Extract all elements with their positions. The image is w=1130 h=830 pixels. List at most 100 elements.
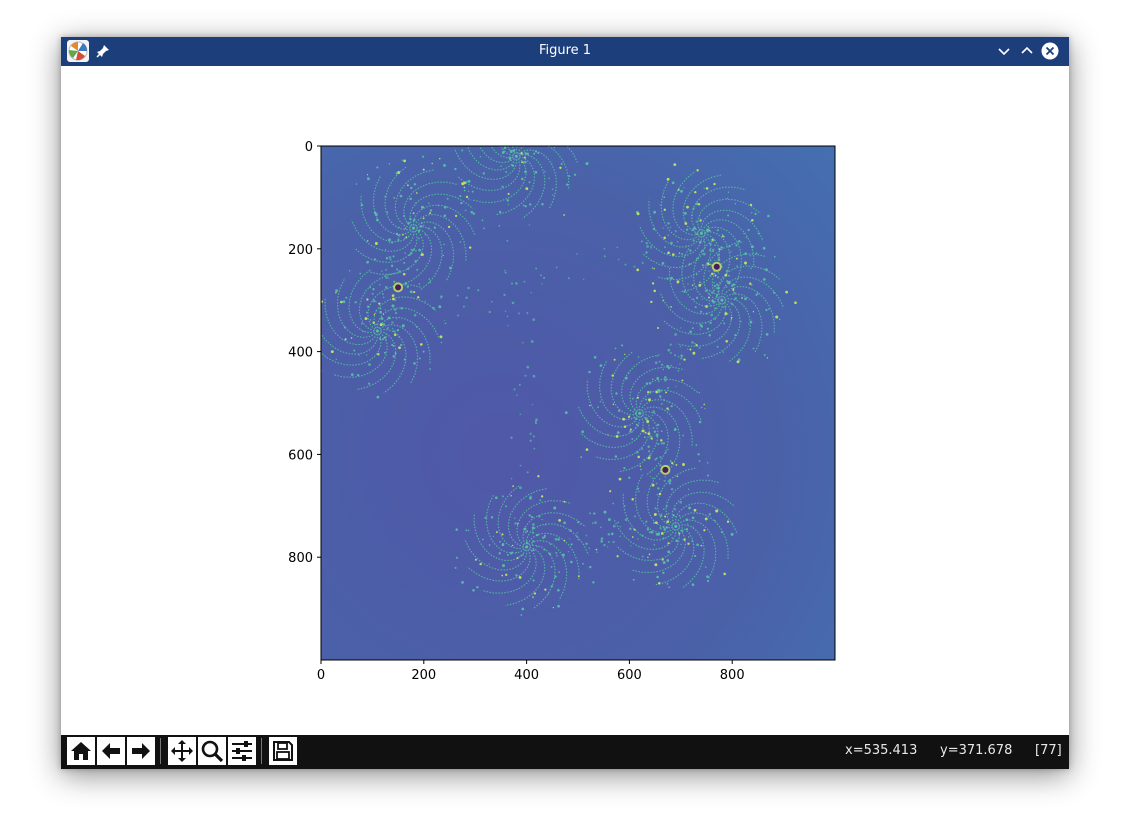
fractal-filament-dot bbox=[541, 283, 543, 285]
fractal-filament-dot bbox=[381, 293, 384, 295]
fractal-filament-dot bbox=[373, 300, 376, 303]
fractal-filament-dot bbox=[534, 420, 537, 422]
fractal-filament-dot bbox=[555, 266, 558, 269]
fractal-filament-dot bbox=[537, 514, 541, 518]
fractal-filament-dot bbox=[674, 230, 677, 233]
fractal-filament-dot bbox=[660, 402, 663, 405]
fractal-filament-dot bbox=[413, 218, 416, 222]
fractal-filament-dot bbox=[667, 386, 670, 390]
fractal-filament-dot bbox=[514, 522, 517, 525]
fractal-filament-dot bbox=[396, 318, 398, 320]
fractal-filament-dot bbox=[382, 296, 385, 299]
fractal-filament-dot bbox=[432, 306, 435, 310]
fractal-filament-dot bbox=[650, 247, 653, 249]
fractal-filament-dot bbox=[674, 333, 677, 336]
fractal-filament-dot bbox=[569, 529, 572, 532]
fractal-filament-dot bbox=[529, 432, 532, 435]
close-icon[interactable] bbox=[1041, 42, 1059, 60]
fractal-filament-dot bbox=[467, 286, 470, 290]
fractal-filament-dot bbox=[400, 307, 404, 310]
fractal-filament-dot bbox=[524, 374, 527, 377]
fractal-spiral bbox=[635, 163, 770, 308]
fractal-filament-dot bbox=[384, 275, 386, 277]
fractal-filament-dot bbox=[398, 270, 401, 273]
fractal-filament-dot bbox=[393, 280, 396, 284]
fractal-filament-dot bbox=[607, 546, 609, 548]
fractal-filament-dot bbox=[641, 534, 644, 537]
fractal-filament-dot bbox=[396, 268, 399, 271]
configure-subplots-button[interactable] bbox=[228, 737, 256, 765]
axes bbox=[320, 145, 836, 661]
forward-button[interactable] bbox=[127, 737, 155, 765]
fractal-filament-dot bbox=[664, 475, 667, 478]
home-button[interactable] bbox=[67, 737, 95, 765]
fractal-filament-dot bbox=[549, 543, 552, 546]
fractal-filament-dot bbox=[670, 364, 673, 367]
fractal-filament-dot bbox=[617, 521, 620, 524]
minibrot-core bbox=[713, 263, 720, 270]
fractal-filament-dot bbox=[385, 268, 388, 271]
fractal-filament-dot bbox=[666, 513, 668, 516]
fractal-filament-dot bbox=[519, 486, 522, 490]
fractal-spiral bbox=[453, 146, 589, 227]
pan-button[interactable] bbox=[168, 737, 196, 765]
title-bar[interactable]: Figure 1 bbox=[61, 37, 1069, 66]
fractal-filament-dot bbox=[381, 270, 383, 272]
fractal-filament-dot bbox=[669, 480, 672, 482]
fractal-filament-dot bbox=[514, 517, 516, 519]
fractal-filament-dot bbox=[717, 258, 721, 261]
fractal-filament-dot bbox=[603, 247, 606, 250]
fractal-filament-dot bbox=[645, 520, 648, 523]
fractal-filament-dot bbox=[532, 318, 536, 321]
fractal-filament-dot bbox=[665, 505, 668, 508]
fractal-filament-dot bbox=[396, 234, 399, 236]
fractal-filament-dot bbox=[645, 242, 648, 245]
pin-icon[interactable] bbox=[95, 43, 111, 59]
fractal-filament-dot bbox=[679, 345, 682, 348]
figure-canvas[interactable]: 0 200 400 600 800 0 200 400 600 800 bbox=[64, 66, 1066, 735]
fractal-filament-dot bbox=[670, 465, 673, 468]
fractal-filament-dot bbox=[659, 526, 662, 529]
zoom-button[interactable] bbox=[198, 737, 226, 765]
fractal-filament-dot bbox=[510, 436, 513, 439]
fractal-filament-dot bbox=[530, 340, 534, 343]
fractal-filament-dot bbox=[526, 471, 529, 474]
back-button[interactable] bbox=[97, 737, 125, 765]
fractal-filament-dot bbox=[535, 418, 538, 422]
fractal-filament-dot bbox=[519, 413, 522, 416]
fractal-filament-dot bbox=[725, 269, 728, 273]
fractal-filament-dot bbox=[634, 427, 637, 429]
fractal-filament-dot bbox=[504, 310, 507, 313]
fractal-filament-dot bbox=[619, 535, 621, 538]
fractal-filament-dot bbox=[599, 526, 602, 529]
save-button[interactable] bbox=[269, 737, 297, 765]
fractal-filament-dot bbox=[698, 228, 701, 230]
fractal-filament-dot bbox=[716, 276, 720, 279]
window-title: Figure 1 bbox=[538, 43, 592, 58]
heatmap-background bbox=[321, 146, 835, 660]
fractal-filament-dot bbox=[702, 252, 706, 256]
fractal-filament-dot bbox=[519, 464, 522, 467]
fractal-filament-dot bbox=[536, 546, 538, 548]
fractal-filament-dot bbox=[403, 237, 406, 240]
fractal-filament-dot bbox=[393, 329, 396, 333]
minibrot-core bbox=[395, 284, 402, 291]
chevron-up-icon[interactable] bbox=[1018, 42, 1036, 60]
fractal-filament-dot bbox=[462, 305, 465, 308]
matplotlib-logo-icon[interactable] bbox=[67, 40, 89, 62]
fractal-filament-dot bbox=[388, 256, 392, 259]
fractal-filament-dot bbox=[647, 450, 651, 453]
fractal-filament-dot bbox=[664, 451, 667, 454]
fractal-filament-dot bbox=[635, 438, 638, 441]
fractal-filament-dot bbox=[654, 361, 658, 365]
fractal-filament-dot bbox=[576, 532, 578, 534]
fractal-filament-dot bbox=[532, 435, 535, 438]
fractal-filament-dot bbox=[679, 500, 683, 504]
fractal-filament-dot bbox=[667, 348, 671, 352]
chevron-down-icon[interactable] bbox=[995, 42, 1013, 60]
fractal-filament-dot bbox=[652, 410, 656, 414]
fractal-filament-dot bbox=[391, 321, 394, 324]
fractal-filament-dot bbox=[660, 389, 663, 392]
fractal-filament-dot bbox=[667, 512, 670, 515]
fractal-filament-dot bbox=[631, 397, 634, 400]
